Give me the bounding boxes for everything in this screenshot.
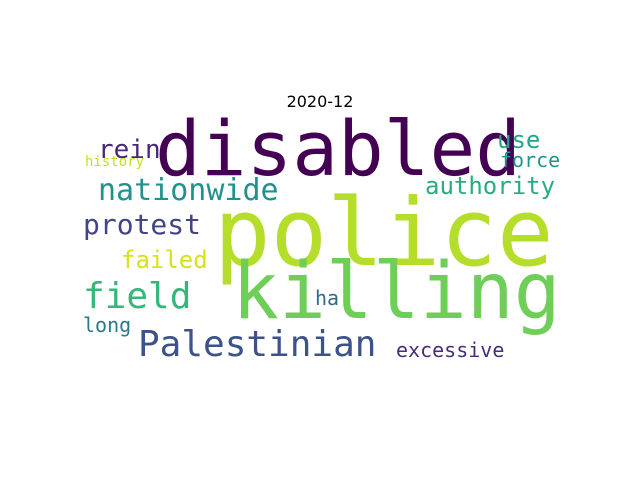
word-police: police — [214, 179, 554, 288]
word-nationwide: nationwide — [98, 173, 279, 208]
word-field: field — [83, 276, 191, 317]
word-ha: ha — [315, 286, 339, 310]
word-disabled: disabled — [155, 104, 521, 193]
word-rein: rein — [98, 135, 161, 165]
word-use: use — [497, 126, 540, 154]
word-killing: killing — [232, 247, 561, 337]
figure-title: 2020-12 — [286, 92, 354, 111]
word-palestinian: Palestinian — [138, 324, 376, 365]
word-authority: authority — [425, 172, 555, 200]
word-excessive: excessive — [396, 338, 504, 362]
word-force: force — [500, 148, 560, 172]
word-failed: failed — [121, 246, 208, 274]
word-history: history — [85, 154, 144, 170]
word-protest: protest — [83, 208, 201, 241]
word-long: long — [83, 313, 131, 337]
